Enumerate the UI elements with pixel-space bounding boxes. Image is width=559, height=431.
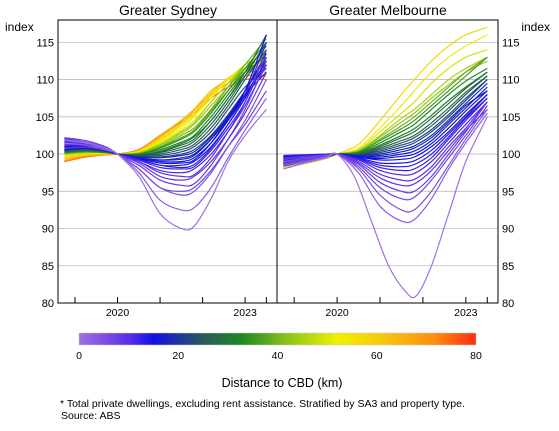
plot-frame [276,19,499,304]
series-lines [283,26,488,299]
colorbar-tick-label: 60 [371,350,383,362]
x-ticks: 2020 2023 [293,297,488,319]
series-line [64,97,267,212]
colorbar-tick-label: 40 [272,350,284,362]
y-tick-label: 110 [36,75,54,87]
y-tick-label: 100 [36,149,54,161]
y-tick-label: 105 [36,112,54,124]
series-line [283,97,488,168]
panel-title: Greater Sydney [119,2,217,18]
series-line [283,112,488,224]
series-line [64,49,267,157]
colorbar-bar [78,332,477,346]
x-ticks: 2020 2023 [74,297,267,319]
footnote: * Total private dwellings, excluding ren… [60,398,465,410]
colorbar-tick-label: 0 [76,350,82,362]
series-line [283,49,488,168]
colorbar-tick-label: 20 [172,350,184,362]
series-line [64,79,267,196]
colorbar-tick-label: 80 [470,350,482,362]
x-tick-label: 2020 [325,307,349,319]
y-tick-label: 100 [502,149,520,161]
x-tick-label: 2023 [233,307,257,319]
x-tick-label: 2020 [106,307,130,319]
series-lines [64,34,267,231]
y-axis-label: index [521,20,550,34]
series-line [64,60,267,187]
colorbar-label: Distance to CBD (km) [222,376,343,390]
colorbar-ticks: 0 20 40 60 80 [76,350,482,362]
y-tick-label: 95 [42,186,54,198]
series-line [64,65,267,159]
source-note: Source: ABS [61,410,121,422]
series-line [283,105,488,201]
y-tick-label: 95 [502,186,514,198]
y-tick-label: 80 [42,298,54,310]
series-line [283,116,488,299]
series-line [64,109,267,231]
y-axis-label: index [5,20,34,34]
colorbar: 0 20 40 60 80 Distance to CBD (km) [76,332,482,390]
y-tick-label: 90 [42,224,54,236]
y-tick-label: 85 [42,261,54,273]
y-tick-label: 110 [502,75,520,87]
y-tick-label: 80 [502,298,514,310]
series-line [64,45,267,156]
series-line [283,26,488,169]
panel-title: Greater Melbourne [329,2,447,18]
y-tick-label: 85 [502,261,514,273]
y-tick-label: 105 [502,112,520,124]
series-line [283,79,488,164]
series-line [283,109,488,213]
x-tick-label: 2023 [454,307,478,319]
y-tick-label: 115 [502,37,520,49]
panel-greater-melbourne: 2020 2023 80 85 90 95 100 105 110 115 Greater Me… [276,2,550,319]
y-ticks: 80 85 90 95 100 105 110 115 [36,37,54,310]
y-tick-label: 115 [36,37,54,49]
y-ticks: 80 85 90 95 100 105 110 115 [502,37,520,310]
series-line [283,101,488,182]
y-tick-label: 90 [502,224,514,236]
panel-greater-sydney: 2020 2023 80 85 90 95 100 105 110 115 Greater Sy… [5,2,278,319]
